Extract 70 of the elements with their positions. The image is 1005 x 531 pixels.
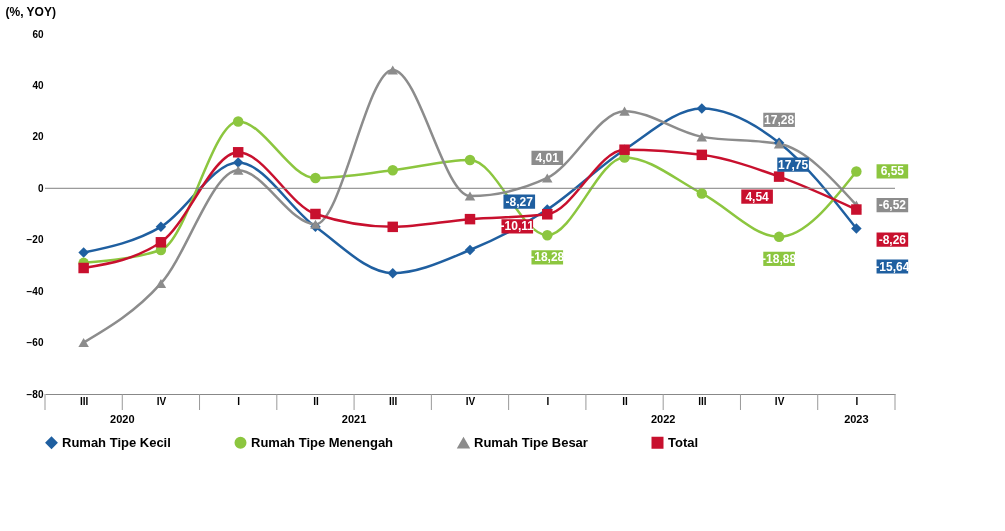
x-tick-label: I <box>237 395 241 407</box>
x-tick-label: III <box>698 395 707 407</box>
data-label: 17,75 <box>778 157 809 172</box>
point <box>387 165 398 176</box>
point <box>851 223 862 234</box>
point <box>696 103 708 114</box>
point <box>310 208 321 220</box>
point <box>232 147 244 158</box>
text: 2021 <box>341 413 367 425</box>
point <box>464 213 476 225</box>
point <box>542 230 553 241</box>
point <box>387 65 398 75</box>
point <box>78 262 89 274</box>
point <box>387 267 398 279</box>
x-tick-label: I <box>855 395 859 407</box>
point <box>464 244 476 256</box>
point <box>464 154 476 166</box>
x-tick-label: I <box>546 395 550 407</box>
data-label: 17,28 <box>764 112 795 127</box>
legend-label: Rumah Tipe Kecil <box>62 434 171 450</box>
x-tick-label: IV <box>774 395 785 407</box>
data-label: 6,55 <box>880 164 905 179</box>
point <box>851 204 862 215</box>
legend-label: Total <box>668 434 699 450</box>
point <box>310 219 321 229</box>
x-tick-label: III <box>79 395 89 407</box>
point <box>619 106 630 116</box>
point <box>78 338 89 348</box>
legend-label: Rumah Tipe Besar <box>474 435 588 451</box>
point <box>310 172 321 184</box>
text: 2022 <box>650 413 676 425</box>
point <box>232 165 244 175</box>
point <box>696 132 708 142</box>
x-tick-label: III <box>389 395 398 407</box>
point <box>232 116 244 127</box>
y-tick-label: 0 <box>37 182 44 194</box>
y-tick-label: −60 <box>26 337 44 349</box>
data-label: -8,26 <box>878 232 907 247</box>
legend-label: Rumah Tipe Menengah <box>251 434 394 450</box>
y-tick-label: 20 <box>32 131 44 143</box>
point <box>78 247 89 258</box>
y-tick-label: 60 <box>32 28 44 40</box>
data-label: 4,01 <box>535 150 560 165</box>
point <box>851 166 862 177</box>
text: 2020 <box>110 413 135 425</box>
point <box>773 171 785 182</box>
x-tick-label: IV <box>156 395 167 407</box>
point <box>696 149 708 161</box>
point <box>387 221 398 233</box>
y-tick-label: −40 <box>26 285 44 297</box>
y-tick-label: 40 <box>32 79 44 91</box>
data-label: 4,54 <box>745 189 770 204</box>
x-tick-label: IV <box>465 395 476 407</box>
point <box>542 173 553 183</box>
data-label: -6,52 <box>878 198 907 213</box>
y-axis-title: (%, YOY) <box>5 4 56 19</box>
point <box>542 209 553 220</box>
data-label: -8,27 <box>505 194 534 209</box>
point <box>464 191 476 201</box>
text: 2023 <box>844 413 869 425</box>
point <box>155 221 167 233</box>
data-label: -18,88 <box>762 251 797 266</box>
point <box>155 237 167 248</box>
x-tick-label: II <box>622 395 629 407</box>
point <box>773 231 785 243</box>
point <box>155 278 167 288</box>
point <box>696 188 708 199</box>
x-tick-label: II <box>313 395 319 407</box>
y-tick-label: −80 <box>26 388 44 400</box>
y-tick-label: −20 <box>26 234 44 246</box>
